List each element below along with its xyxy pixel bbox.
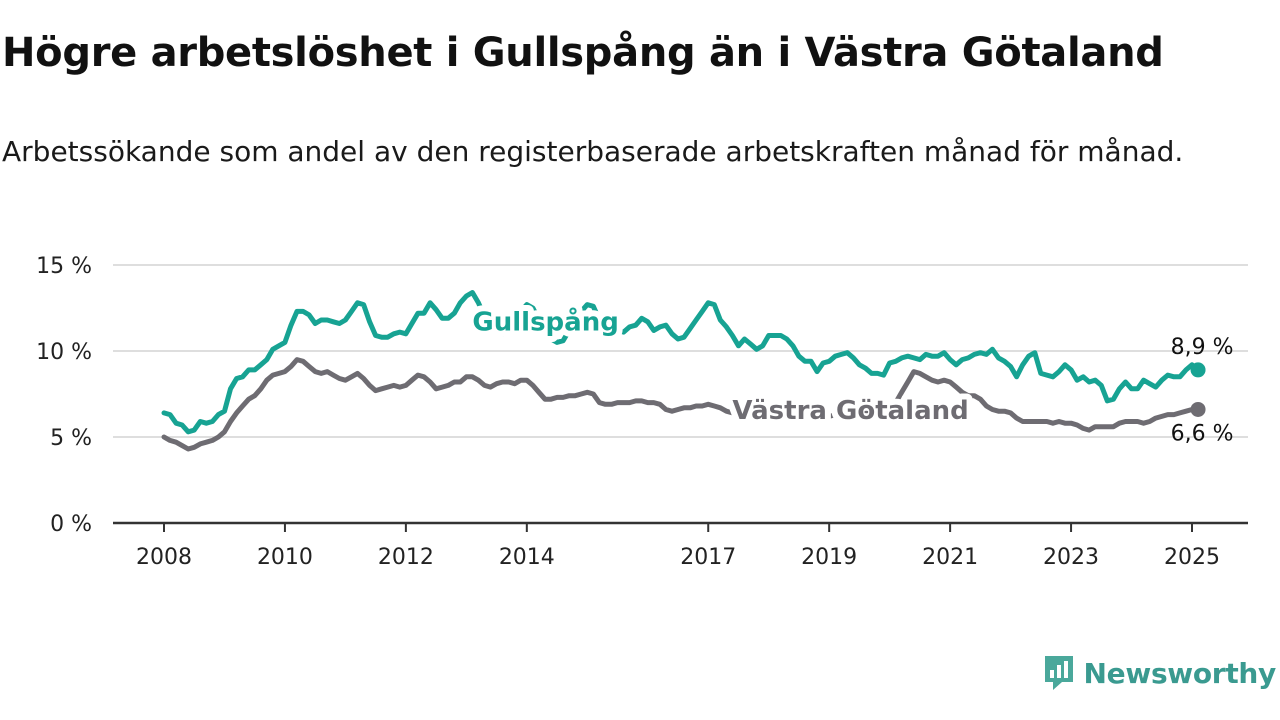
- chart-subtitle: Arbetssökande som andel av den registerb…: [2, 135, 1184, 168]
- x-tick-label: 2025: [1164, 545, 1220, 570]
- x-tick-label: 2010: [257, 545, 313, 570]
- end-point-gullsp-ng: [1190, 362, 1206, 378]
- chart-title: Högre arbetslöshet i Gullspång än i Väst…: [2, 30, 1164, 76]
- y-tick-label: 15 %: [36, 254, 92, 279]
- series-line-v-stra-g-taland: [161, 357, 1201, 452]
- x-tick-label: 2008: [136, 545, 192, 570]
- brand-name: Newsworthy: [1083, 656, 1277, 690]
- series-label: Gullspång: [472, 305, 618, 337]
- x-tick-label: 2019: [801, 545, 857, 570]
- end-point-v-stra-g-taland: [1190, 401, 1206, 417]
- x-tick-label: 2023: [1043, 545, 1099, 570]
- newsworthy-logo-icon: [1044, 656, 1073, 690]
- y-tick-label: 10 %: [36, 340, 92, 365]
- x-tick-label: 2021: [922, 545, 978, 570]
- end-value-label: 6,6 %: [1171, 421, 1234, 446]
- newsworthy-brand: Newsworthy: [1042, 654, 1276, 692]
- end-value-label: 8,9 %: [1171, 335, 1234, 360]
- series-line-gullsp-ng: [161, 290, 1201, 435]
- series-label: Västra Götaland: [732, 396, 968, 426]
- x-tick-label: 2012: [378, 545, 434, 570]
- x-tick-label: 2014: [499, 545, 555, 570]
- y-tick-label: 5 %: [50, 426, 92, 451]
- x-tick-label: 2017: [680, 545, 736, 570]
- y-tick-label: 0 %: [50, 512, 92, 537]
